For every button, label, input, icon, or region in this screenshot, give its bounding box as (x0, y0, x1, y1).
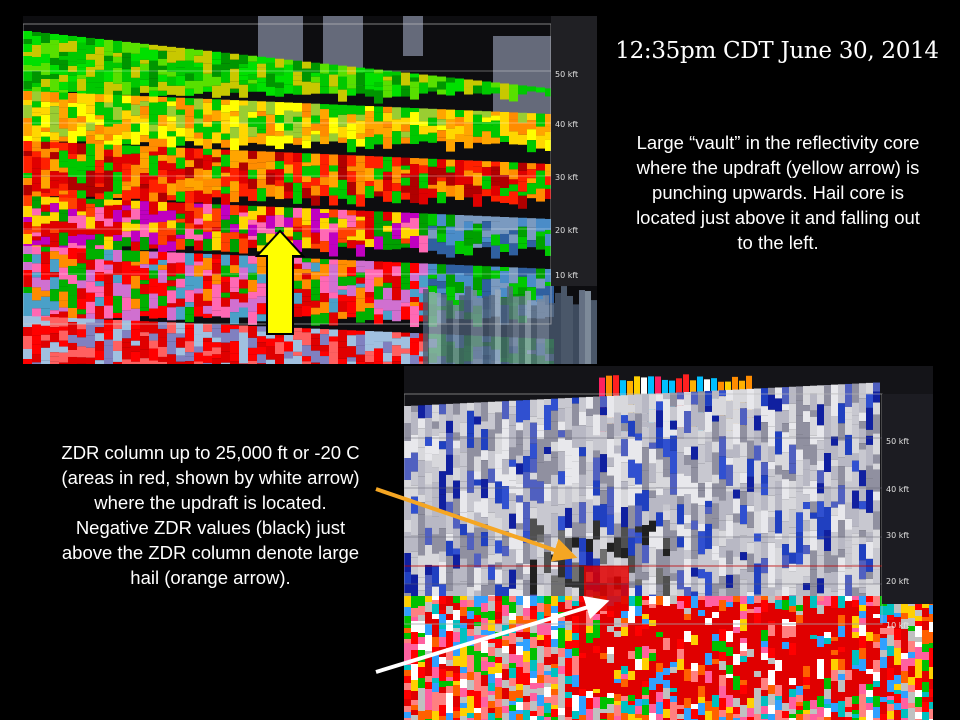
updraft-yellow-arrow (254, 229, 306, 335)
zdr-caption: ZDR column up to 25,000 ft or -20 C (are… (61, 442, 360, 588)
height-label-bottom-4: 10 kft (886, 621, 909, 630)
height-label-bottom-0: 50 kft (886, 437, 909, 446)
height-label-bottom-3: 20 kft (886, 577, 909, 586)
height-label-top-2: 30 kft (555, 173, 578, 182)
reflectivity-cross-section-image: 50 kft 40 kft 30 kft 20 kft 10 kft (23, 16, 597, 364)
reflectivity-caption: Large “vault” in the reflectivity core w… (636, 132, 920, 253)
zdr-radar-plot: 50 kft 40 kft 30 kft 20 kft 10 kft (404, 366, 933, 720)
height-label-bottom-2: 30 kft (886, 531, 909, 540)
reflectivity-radar-plot: 50 kft 40 kft 30 kft 20 kft 10 kft (23, 16, 597, 364)
zdr-cross-section-image: 50 kft 40 kft 30 kft 20 kft 10 kft (404, 366, 933, 720)
height-label-top-4: 10 kft (555, 271, 578, 280)
height-label-top-0: 50 kft (555, 70, 578, 79)
height-label-top-3: 20 kft (555, 226, 578, 235)
height-label-bottom-1: 40 kft (886, 485, 909, 494)
timestamp-title: 12:35pm CDT June 30, 2014 (615, 38, 939, 64)
height-label-top-1: 40 kft (555, 120, 578, 129)
